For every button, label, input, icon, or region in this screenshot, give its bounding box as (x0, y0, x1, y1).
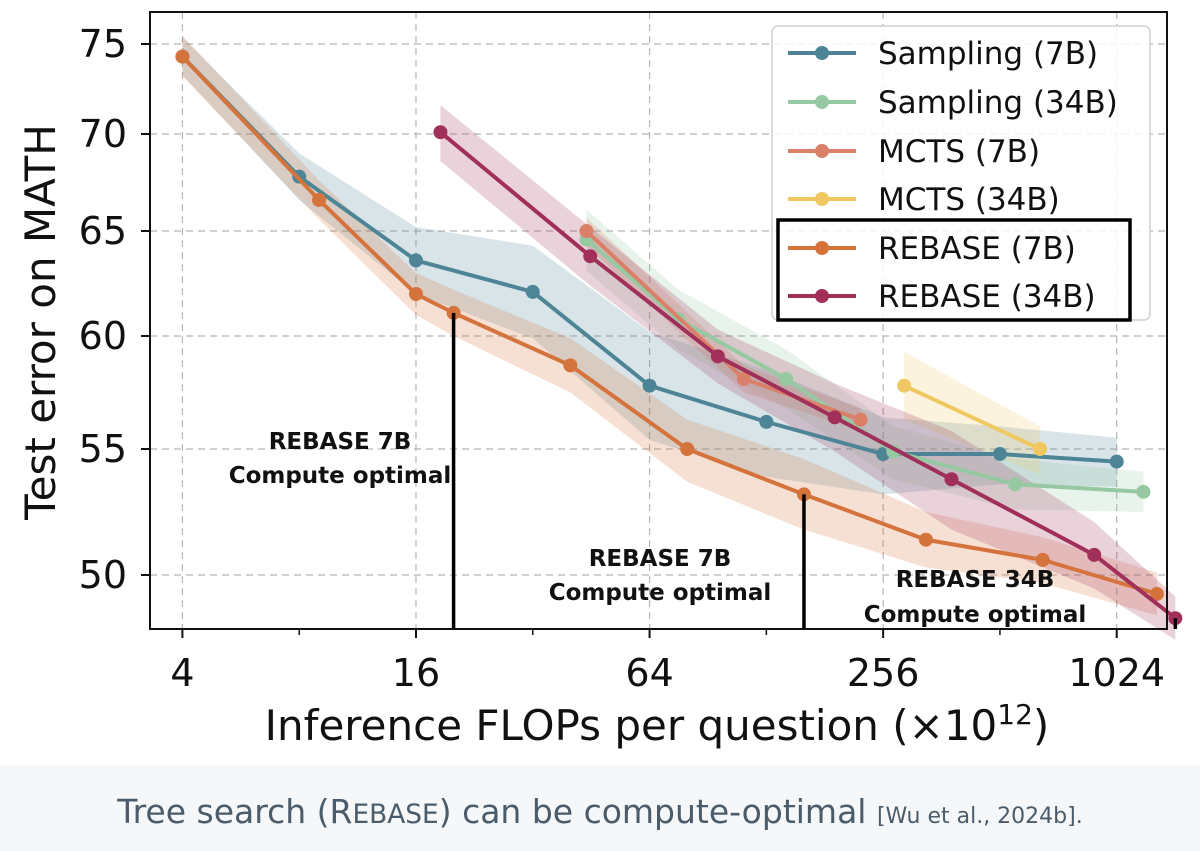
annotations: REBASE 7B Compute optimal REBASE 7B Compute… (229, 312, 1178, 629)
figure: REBASE 7B Compute optimal REBASE 7B Compute… (16, 11, 1183, 750)
point-sampling-7b (759, 414, 774, 429)
x-axis-label-suffix: ) (1033, 701, 1049, 750)
point-sampling-34b (1008, 477, 1023, 492)
band-rebase-34b (440, 105, 1176, 640)
caption-method-rest: EBASE (352, 799, 439, 830)
plot-frame (149, 11, 1168, 630)
point-rebase-34b (827, 410, 842, 425)
point-rebase-34b (1087, 547, 1102, 562)
x-tick-label: 256 (847, 651, 920, 695)
legend-marker-sampling-7b (815, 46, 829, 60)
point-sampling-7b (642, 378, 657, 393)
caption-lead: Tree search ( (117, 792, 330, 831)
point-sampling-34b (1136, 484, 1151, 499)
legend-label-rebase-34b: REBASE (34B) (878, 279, 1096, 315)
point-mcts-34b (1033, 442, 1048, 456)
line-chart: REBASE 7B Compute optimal REBASE 7B Compute… (16, 11, 1183, 750)
y-tick-label: 60 (79, 314, 127, 358)
legend-marker-mcts-7b (815, 144, 829, 158)
x-tick-label: 64 (625, 651, 673, 695)
legend: Sampling (7B) Sampling (34B) MCTS (7B) MCTS… (771, 25, 1151, 322)
point-rebase-7b (918, 532, 933, 547)
y-axis-label: Test error on MATH (16, 124, 65, 521)
point-rebase-34b (583, 249, 598, 264)
y-tick-label: 75 (79, 22, 127, 66)
legend-label-mcts-34b: MCTS (34B) (878, 182, 1060, 218)
band-sampling-7b (182, 37, 1117, 495)
x-axis-label-exponent: 12 (997, 698, 1033, 731)
point-rebase-34b (433, 125, 448, 140)
series-lines (175, 49, 1183, 626)
point-mcts-7b (736, 371, 751, 386)
point-mcts-34b (897, 378, 912, 393)
point-rebase-7b (175, 49, 190, 64)
band-sampling-34b (586, 209, 1144, 512)
point-mcts-7b (853, 412, 868, 427)
point-rebase-34b (944, 472, 959, 487)
annotation-label: REBASE 7B (269, 429, 412, 455)
annotation-label: REBASE 7B (589, 546, 732, 572)
legend-label-rebase-7b: REBASE (7B) (878, 231, 1076, 267)
point-sampling-7b (1109, 454, 1124, 469)
point-sampling-7b (408, 253, 423, 268)
caption-method-initial: R (329, 792, 353, 831)
point-sampling-7b (525, 284, 540, 299)
x-tick-label: 4 (170, 651, 194, 695)
band-rebase-7b (182, 35, 1157, 616)
annotation-sublabel: Compute optimal (229, 463, 452, 489)
point-rebase-7b (680, 442, 695, 456)
legend-marker-rebase-34b (815, 289, 829, 303)
y-tick-label: 70 (79, 112, 127, 156)
axis-ticks: 4 16 64 256 1024 50 55 60 65 70 75 (79, 22, 1165, 695)
legend-marker-sampling-34b (815, 95, 829, 109)
legend-marker-mcts-34b (815, 192, 829, 206)
x-tick-label: 1024 (1068, 651, 1165, 695)
point-rebase-7b (1149, 586, 1164, 601)
caption-citation: [Wu et al., 2024b]. (876, 804, 1083, 829)
legend-label-mcts-7b: MCTS (7B) (878, 134, 1040, 170)
x-axis-label: Inference FLOPs per question (×1012) (265, 698, 1050, 750)
point-rebase-34b (710, 349, 725, 364)
point-rebase-7b (312, 192, 327, 207)
line-rebase-7b (180, 55, 1158, 596)
line-mcts-34b (903, 383, 1041, 451)
figure-caption: Tree search (REBASE) can be compute-opti… (0, 792, 1200, 831)
y-tick-label: 50 (79, 553, 127, 597)
x-axis-label-main: Inference FLOPs per question (×10 (265, 701, 998, 750)
caption-trail: ) can be compute-optimal (438, 792, 867, 831)
legend-label-sampling-34b: Sampling (34B) (878, 85, 1118, 121)
legend-label-sampling-7b: Sampling (7B) (878, 36, 1098, 72)
point-rebase-7b (408, 287, 423, 301)
band-mcts-34b (904, 351, 1041, 475)
x-tick-label: 16 (392, 651, 440, 695)
legend-highlight-box (776, 218, 1132, 322)
point-rebase-7b (1035, 552, 1050, 567)
y-tick-label: 65 (79, 209, 127, 253)
annotation-sublabel: Compute optimal (864, 602, 1087, 628)
y-tick-label: 55 (79, 427, 127, 471)
annotation-sublabel: Compute optimal (549, 580, 772, 606)
point-sampling-34b (779, 371, 794, 386)
point-rebase-7b (563, 358, 578, 373)
point-sampling-7b (992, 447, 1007, 462)
legend-marker-rebase-7b (815, 241, 829, 255)
point-mcts-7b (579, 224, 594, 238)
annotation-label: REBASE 34B (896, 567, 1055, 593)
